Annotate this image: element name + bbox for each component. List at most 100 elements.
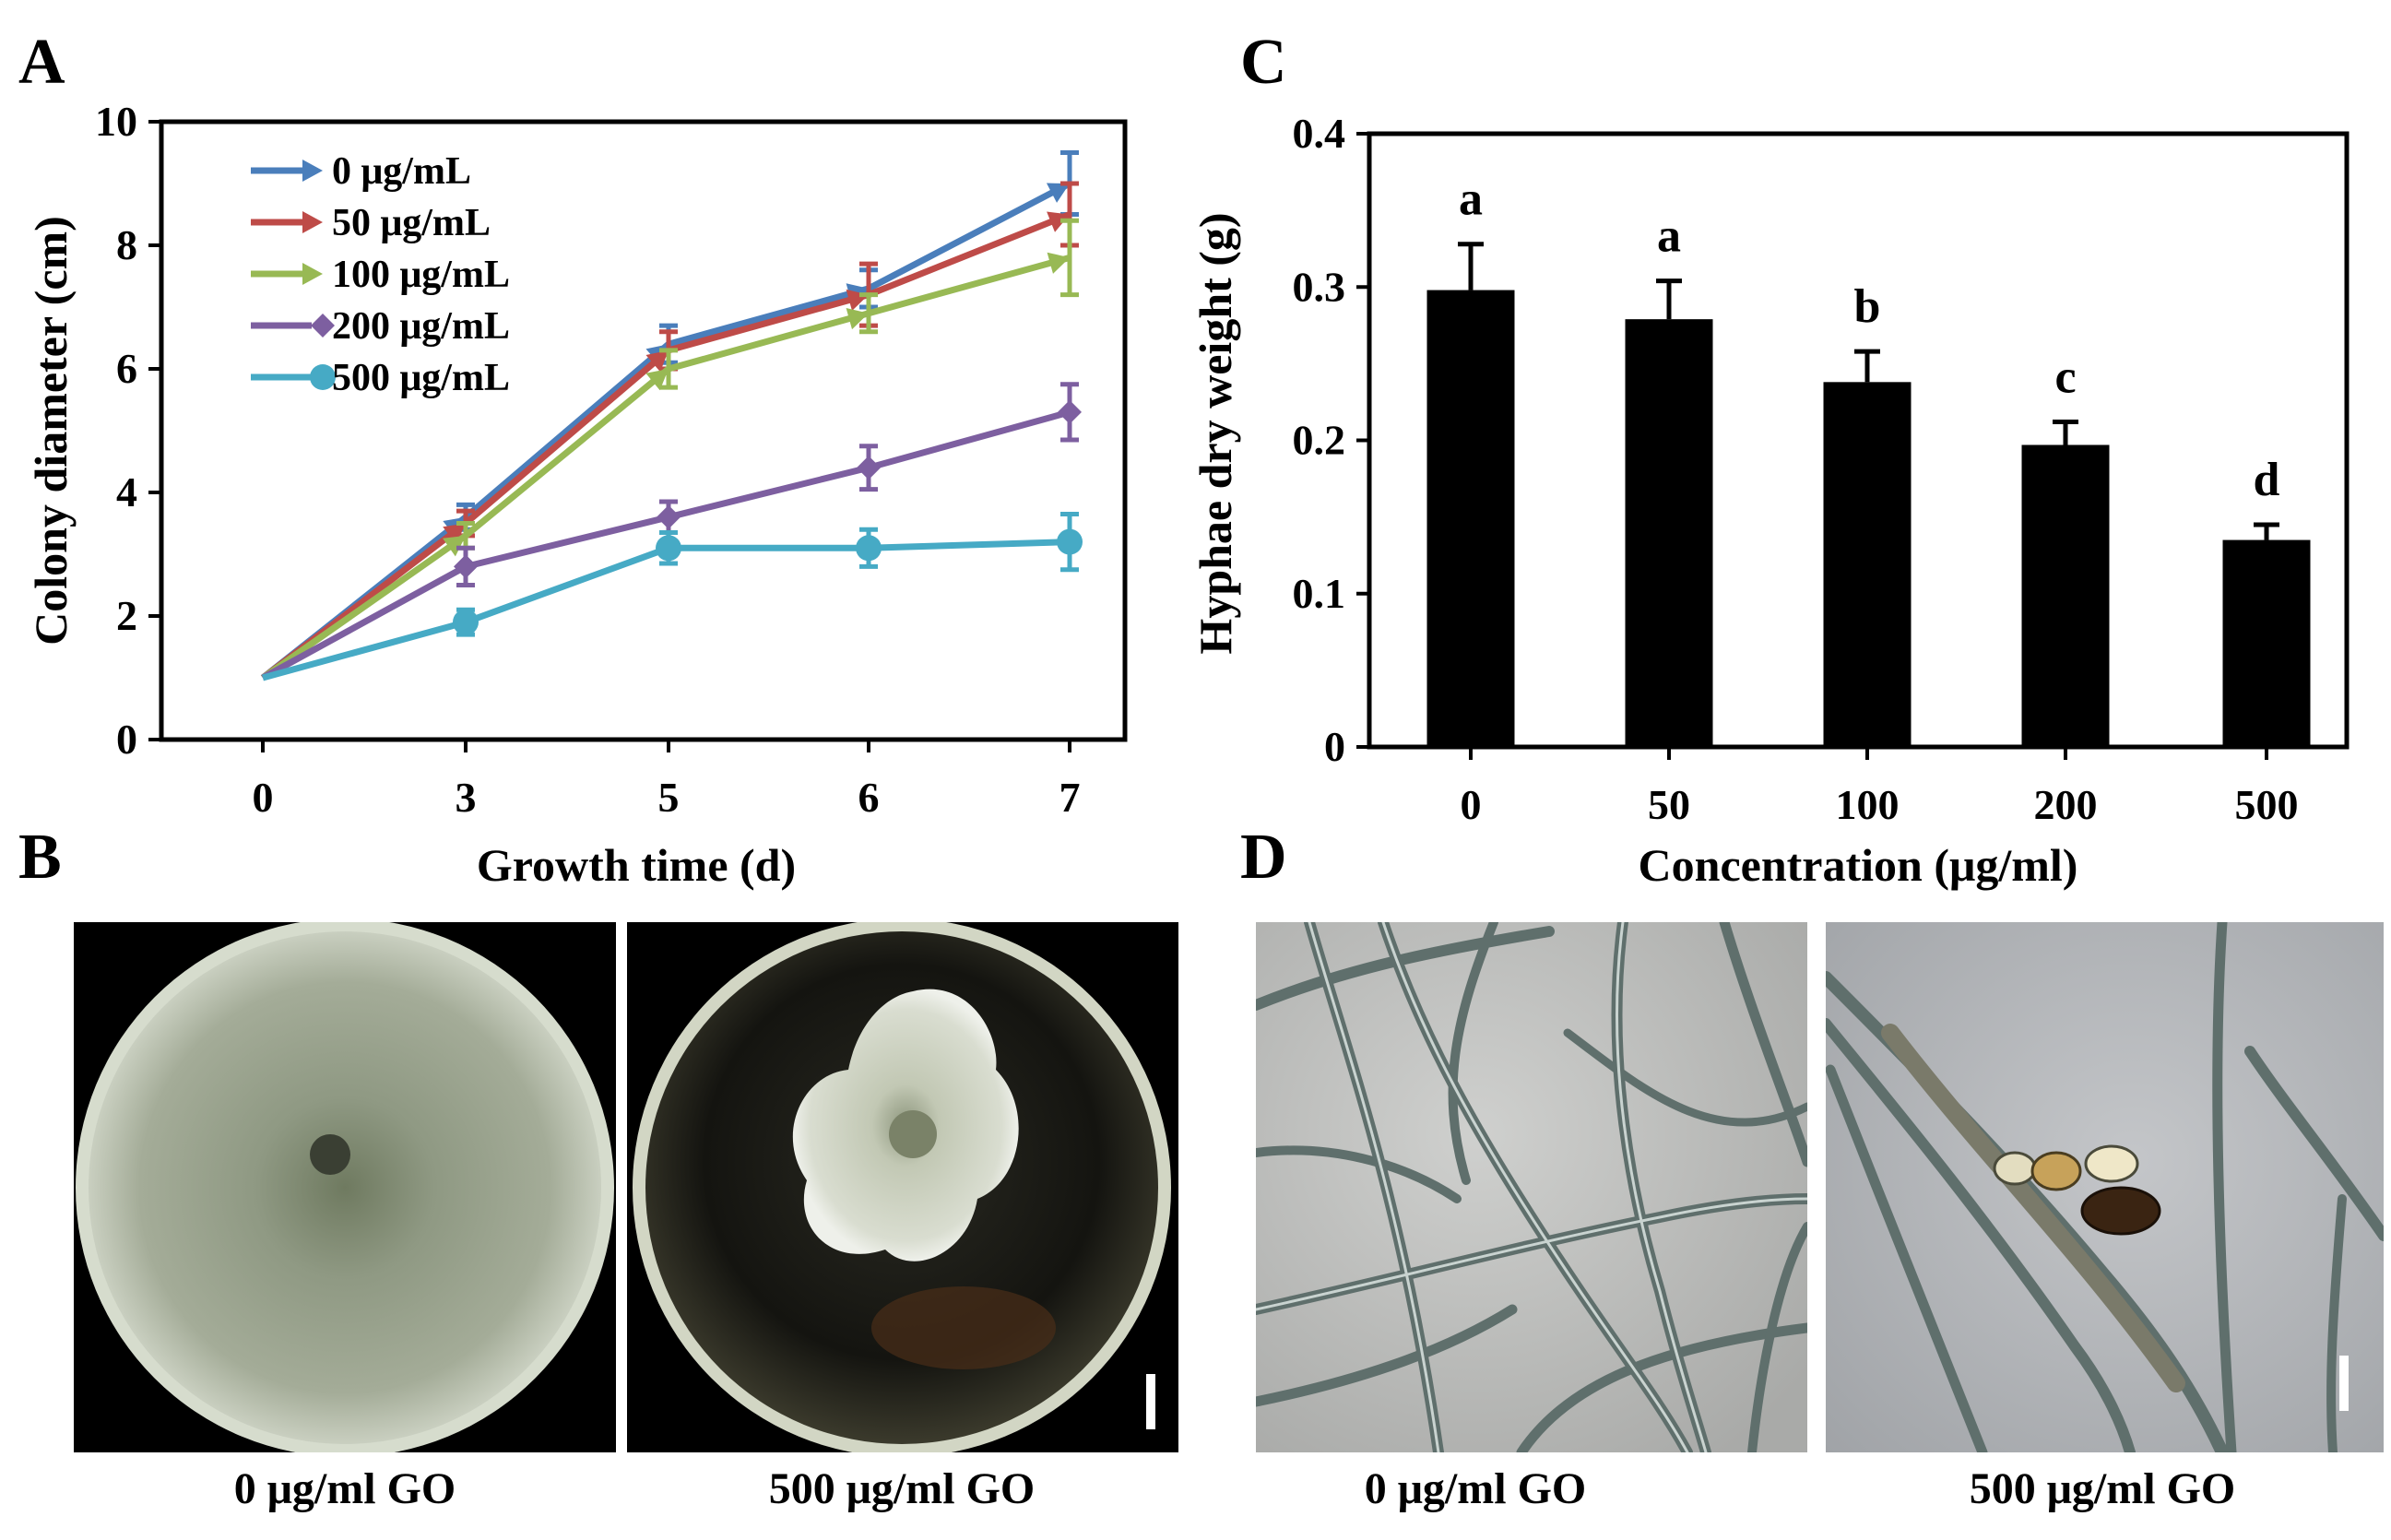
data-point-arrowhead	[443, 523, 466, 545]
y-tick-label-a: 4	[116, 468, 137, 515]
colony-center	[889, 1110, 937, 1158]
series-line	[262, 511, 1083, 681]
data-point	[310, 364, 336, 390]
line-chart-colony-diameter: 0 2 4 6 8 10 0 3 5 6 7 0 μg/mL 50 μg/mL 100 μg/mL 20…	[25, 98, 1128, 891]
y-tick-label-c: 0.4	[1293, 110, 1346, 157]
caption-b-left: 0 μg/ml GO	[234, 1464, 456, 1513]
y-axis-title-a: Colony diameter (cm)	[25, 216, 77, 646]
spore-cluster	[1993, 1144, 2161, 1236]
bars-group-c: a 0 a 50 b 100 c 200 d 500	[1426, 173, 2311, 828]
x-tick-label-c: 200	[2034, 781, 2098, 828]
legend-label: 500 μg/mL	[332, 357, 510, 399]
series-line	[261, 382, 1082, 681]
data-point-arrowhead	[302, 263, 323, 285]
y-tick-label-a: 0	[116, 716, 137, 763]
bar	[1823, 382, 1912, 747]
data-point-arrowhead	[1046, 183, 1070, 203]
legend-a: 0 μg/mL 50 μg/mL 100 μg/mL 200 μg/mL 500 μg/…	[251, 150, 510, 399]
fungal-mat	[89, 931, 601, 1444]
x-tick-label-c: 0	[1461, 781, 1482, 828]
y-tick-label-c: 0.2	[1293, 417, 1346, 464]
plot-frame-a	[159, 119, 1128, 742]
photo-petri-0-go	[74, 922, 616, 1452]
y-tick-label-a: 8	[116, 221, 137, 268]
x-tick-label-a: 7	[1059, 774, 1081, 821]
data-point	[656, 535, 681, 562]
x-tick-label-a: 0	[253, 774, 274, 821]
y-tick-label-c: 0.1	[1293, 570, 1346, 617]
y-tick-label-a: 2	[116, 592, 137, 639]
data-point	[454, 554, 478, 579]
panel-letter-a: A	[18, 27, 65, 98]
legend-item: 0 μg/mL	[251, 150, 471, 193]
caption-d-left: 0 μg/ml GO	[1365, 1464, 1587, 1513]
inoculum-center	[310, 1134, 350, 1175]
panel-letter-d: D	[1240, 822, 1287, 893]
y-tick-label-c: 0	[1324, 723, 1345, 770]
data-point-arrowhead	[302, 211, 323, 233]
legend-item: 500 μg/mL	[251, 357, 510, 399]
x-axis-title-a: Growth time (d)	[477, 839, 796, 891]
bar	[1426, 290, 1515, 747]
y-axis-title-c: Hyphae dry weight (g)	[1190, 212, 1241, 654]
data-point	[1057, 528, 1083, 555]
significance-label: a	[1459, 173, 1483, 226]
x-tick-label-c: 50	[1648, 781, 1690, 828]
micrograph-0-go	[1256, 922, 1807, 1452]
data-point	[453, 609, 479, 635]
hyphae-network	[1826, 922, 2384, 1452]
x-tick-label-a: 6	[858, 774, 880, 821]
data-point-arrowhead	[302, 160, 323, 182]
data-point	[857, 456, 881, 480]
y-tick-label-a: 6	[116, 345, 137, 392]
y-axis-a: 0 2 4 6 8 10	[95, 98, 161, 763]
legend-label: 200 μg/mL	[332, 305, 510, 348]
significance-label: d	[2254, 454, 2280, 506]
y-axis-c: 0 0.1 0.2 0.3 0.4	[1293, 110, 1369, 770]
x-axis-title-c: Concentration (μg/ml)	[1639, 839, 2078, 891]
significance-label: b	[1854, 280, 1881, 333]
micrograph-500-go	[1826, 922, 2384, 1452]
x-axis-a: 0 3 5 6 7	[253, 740, 1081, 821]
hyphae-highlights	[1256, 922, 1807, 1452]
data-point	[1058, 399, 1082, 424]
scale-bar	[1146, 1374, 1155, 1429]
x-tick-label-a: 3	[456, 774, 477, 821]
legend-item: 100 μg/mL	[251, 254, 510, 296]
legend-label: 100 μg/mL	[332, 254, 510, 296]
micrograph-background	[1256, 922, 1807, 1452]
legend-label: 0 μg/mL	[332, 150, 471, 193]
x-tick-label-a: 5	[658, 774, 680, 821]
bar	[2222, 539, 2311, 747]
significance-label: a	[1657, 210, 1681, 263]
x-tick-label-c: 500	[2235, 781, 2299, 828]
data-point-arrowhead	[1047, 211, 1070, 232]
data-point	[657, 504, 681, 529]
data-point	[856, 535, 882, 562]
y-tick-label-c: 0.3	[1293, 263, 1346, 310]
panel-letter-c: C	[1240, 27, 1287, 98]
panel-letter-b: B	[18, 822, 62, 893]
bar-chart-hyphae-dry-weight: 0 0.1 0.2 0.3 0.4 a 0 a 50 b 100 c 200 d 500 Concentr…	[1190, 110, 2350, 891]
data-point-arrowhead	[645, 349, 669, 373]
data-point-arrowhead	[846, 308, 869, 330]
micrograph-background	[1826, 922, 2384, 1452]
legend-item: 50 μg/mL	[251, 202, 491, 244]
data-point-arrowhead	[1047, 252, 1070, 274]
legend-item: 200 μg/mL	[251, 305, 510, 348]
significance-label: c	[2054, 351, 2076, 404]
bar	[2021, 444, 2110, 747]
reflection	[871, 1286, 1056, 1369]
data-point	[311, 314, 335, 338]
photo-petri-500-go	[627, 922, 1178, 1452]
x-tick-label-c: 100	[1836, 781, 1900, 828]
data-point-arrowhead	[443, 535, 466, 557]
scale-bar	[2339, 1356, 2349, 1411]
series-group-a	[260, 150, 1083, 681]
data-point-arrowhead	[645, 369, 669, 391]
caption-d-right: 500 μg/ml GO	[1970, 1464, 2236, 1513]
y-tick-label-a: 10	[95, 98, 137, 145]
caption-b-right: 500 μg/ml GO	[769, 1464, 1036, 1513]
legend-label: 50 μg/mL	[332, 202, 491, 244]
